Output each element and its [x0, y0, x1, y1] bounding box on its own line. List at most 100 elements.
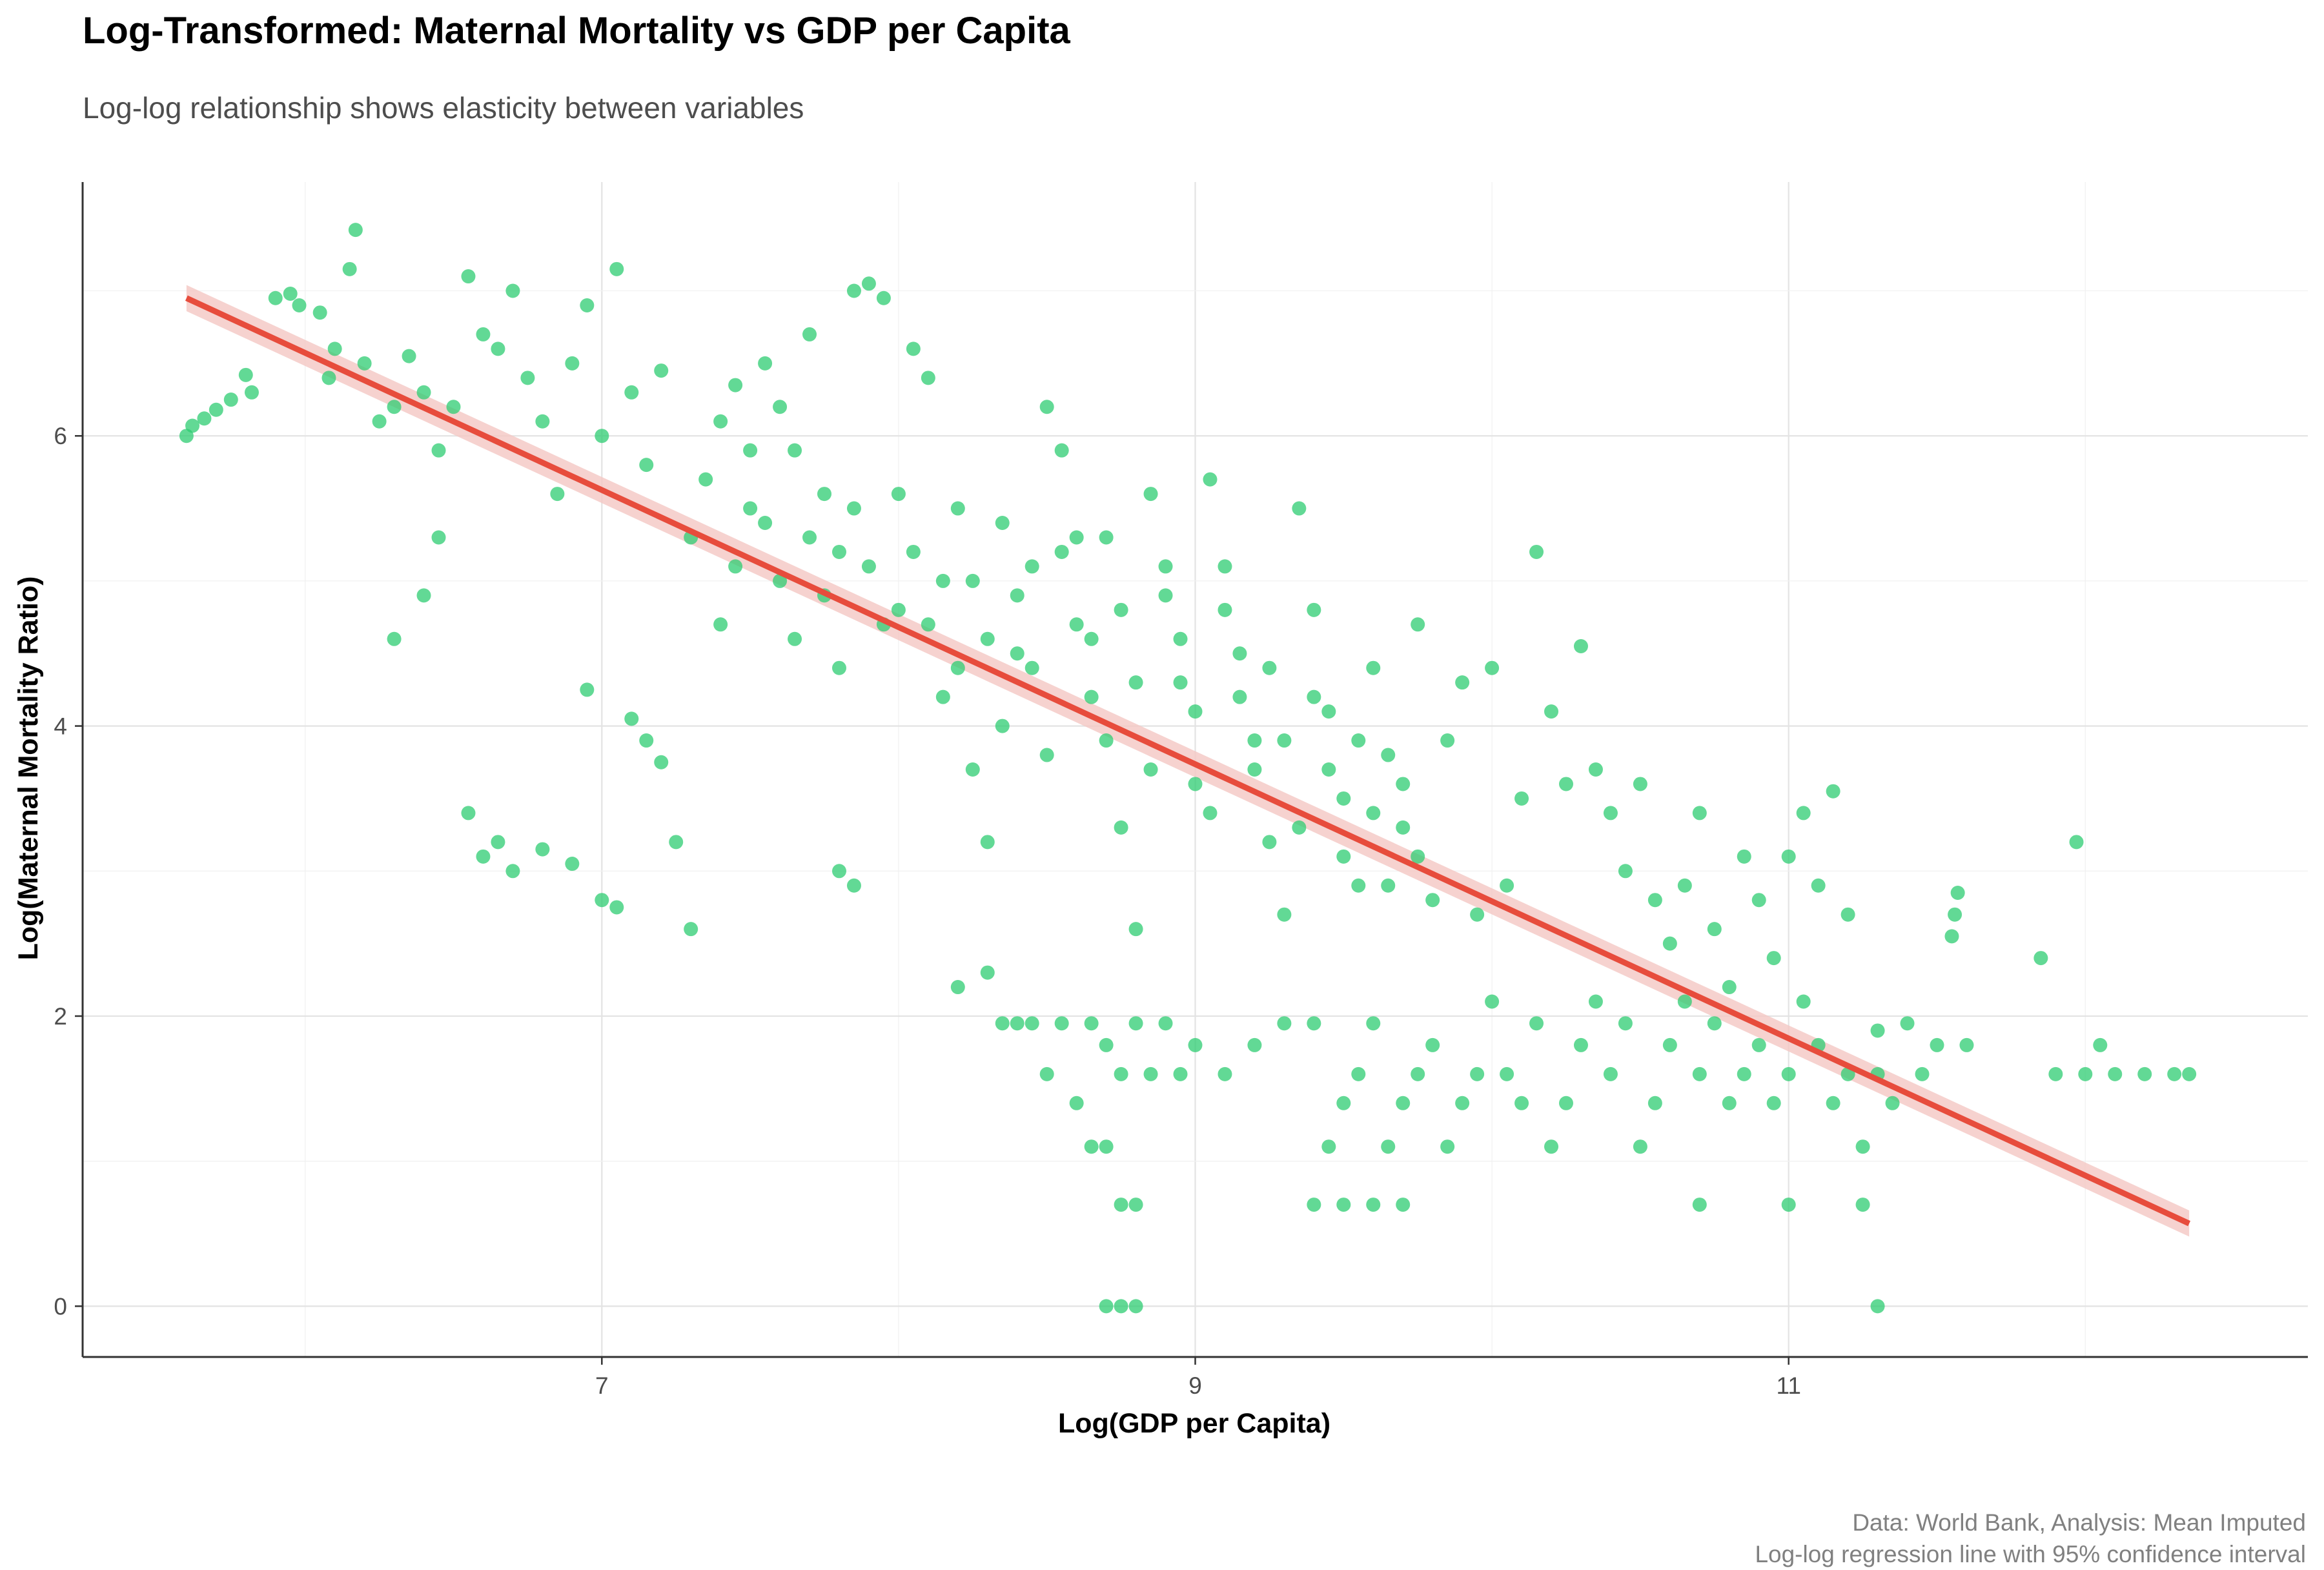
data-point	[1722, 1096, 1737, 1110]
y-tick-label: 6	[54, 423, 67, 449]
data-point	[654, 363, 669, 378]
data-point	[1321, 762, 1336, 777]
data-point	[1336, 849, 1351, 864]
data-point	[995, 719, 1010, 733]
data-point	[387, 400, 402, 414]
regression-line-layer	[185, 295, 2191, 1227]
data-point	[1128, 1016, 1143, 1031]
data-point	[1307, 1198, 1321, 1212]
data-point	[1351, 1066, 1366, 1081]
data-point	[1099, 1037, 1114, 1052]
data-point	[342, 261, 357, 276]
data-point	[861, 559, 876, 574]
data-point	[1514, 1096, 1529, 1110]
data-point	[1440, 1139, 1455, 1154]
data-point	[1766, 1096, 1781, 1110]
data-point	[1054, 544, 1069, 559]
data-point	[2137, 1066, 2152, 1081]
data-point	[1336, 1198, 1351, 1212]
data-point	[1915, 1066, 1930, 1081]
axis-layer	[75, 182, 2308, 1365]
data-point	[817, 487, 831, 502]
data-point	[1633, 777, 1647, 791]
data-point	[1277, 733, 1292, 748]
data-point	[1633, 1139, 1647, 1154]
data-point	[906, 544, 921, 559]
data-point	[1084, 1139, 1099, 1154]
data-point	[1381, 878, 1396, 893]
data-point	[891, 602, 906, 617]
data-point	[2108, 1066, 2123, 1081]
data-point	[921, 617, 935, 632]
data-point	[1114, 602, 1128, 617]
data-point	[416, 385, 431, 400]
data-point	[609, 261, 624, 276]
data-point	[1411, 1066, 1425, 1081]
data-point	[1677, 878, 1692, 893]
data-point	[461, 269, 476, 284]
data-point	[1544, 1139, 1559, 1154]
data-point	[2048, 1066, 2063, 1081]
data-point	[1692, 806, 1707, 821]
data-point	[1114, 1299, 1128, 1314]
data-point	[1948, 907, 1962, 922]
data-point	[476, 327, 491, 342]
data-point	[1143, 762, 1158, 777]
data-point	[802, 327, 817, 342]
regression-line	[185, 295, 2191, 1227]
data-point	[1573, 639, 1588, 654]
data-point	[1292, 501, 1307, 516]
caption-line-2: Log-log regression line with 95% confide…	[1755, 1541, 2306, 1567]
data-point	[1930, 1037, 1944, 1052]
data-point	[758, 356, 773, 371]
data-point	[1751, 1037, 1766, 1052]
data-point	[1588, 994, 1603, 1009]
data-point	[1114, 1066, 1128, 1081]
data-point	[1751, 893, 1766, 908]
data-point	[1826, 784, 1840, 799]
data-point	[1500, 878, 1514, 893]
data-point	[1292, 820, 1307, 835]
data-point	[950, 660, 965, 675]
data-point	[1099, 733, 1114, 748]
data-point	[1351, 733, 1366, 748]
data-point	[1307, 602, 1321, 617]
data-point	[1396, 1198, 1411, 1212]
data-point	[283, 287, 298, 301]
data-point	[491, 835, 505, 850]
point-layer	[179, 223, 2197, 1314]
data-point	[1647, 893, 1662, 908]
grid-layer	[83, 182, 2308, 1357]
data-point	[520, 371, 535, 385]
data-point	[1247, 1037, 1262, 1052]
data-point	[416, 588, 431, 603]
data-point	[980, 835, 995, 850]
data-point	[1188, 704, 1203, 719]
x-tick-label: 7	[595, 1372, 609, 1399]
data-point	[1010, 588, 1024, 603]
data-point	[1128, 1299, 1143, 1314]
data-point	[491, 342, 505, 356]
data-point	[1796, 806, 1811, 821]
data-point	[1366, 1198, 1381, 1212]
data-point	[1900, 1016, 1915, 1031]
data-point	[1247, 733, 1262, 748]
data-point	[965, 573, 980, 588]
data-point	[1485, 994, 1500, 1009]
data-point	[535, 842, 550, 857]
data-point	[1840, 907, 1855, 922]
data-point	[1514, 791, 1529, 806]
data-point	[1618, 864, 1633, 879]
data-point	[1203, 472, 1218, 487]
data-point	[1855, 1139, 1870, 1154]
data-point	[1143, 1066, 1158, 1081]
data-point	[431, 530, 446, 545]
data-point	[1500, 1066, 1514, 1081]
data-point	[1158, 1016, 1173, 1031]
data-point	[1781, 1198, 1796, 1212]
data-point	[1425, 893, 1440, 908]
data-point	[1232, 689, 1247, 704]
data-point	[891, 487, 906, 502]
data-point	[1232, 646, 1247, 661]
data-point	[1277, 1016, 1292, 1031]
